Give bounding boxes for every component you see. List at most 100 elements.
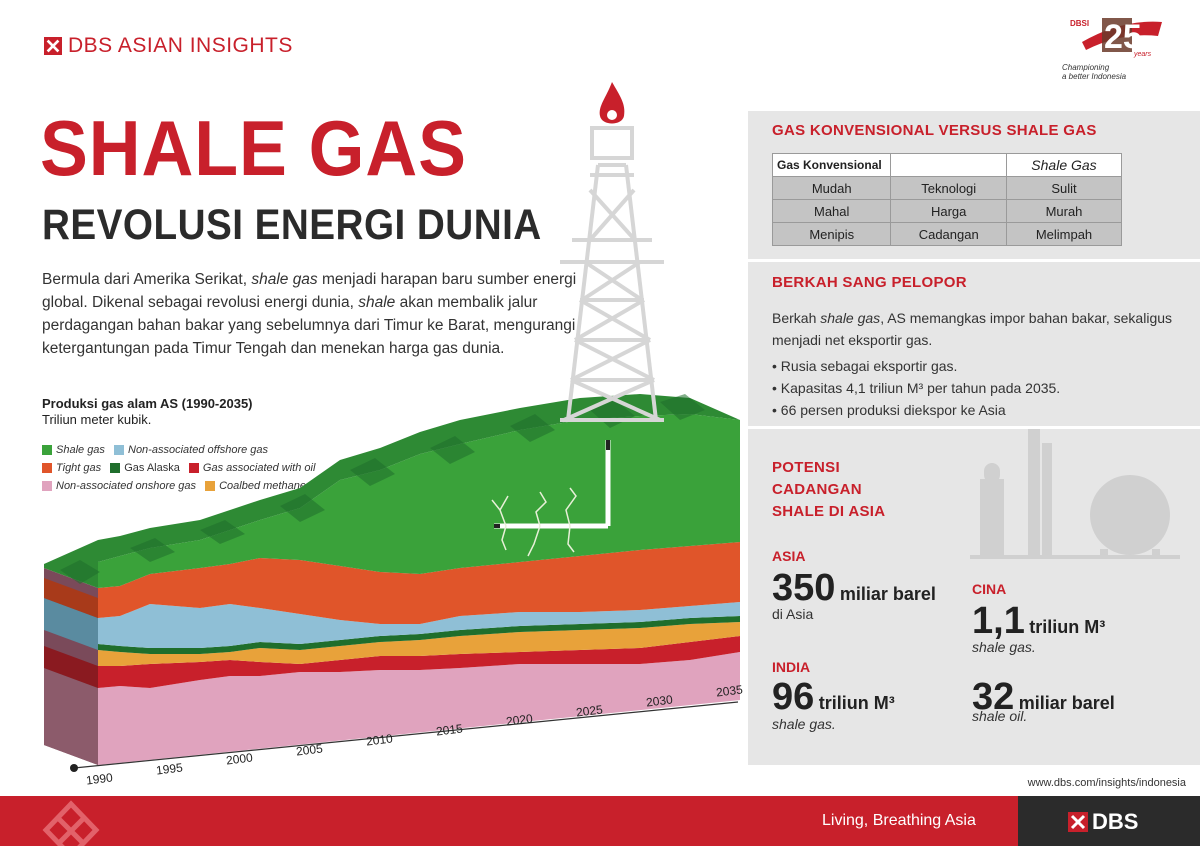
footer-emblem-icon <box>42 800 100 846</box>
layer-coalbed <box>98 622 740 666</box>
brand-header: DBS ASIAN INSIGHTS <box>44 34 293 58</box>
pioneer-paragraph: Berkah shale gas, AS memangkas impor bah… <box>772 307 1172 351</box>
legend-label: Gas associated with oil <box>202 462 316 474</box>
potential-title-line: CADANGAN <box>772 481 862 498</box>
table-cell: Murah <box>1005 199 1123 223</box>
legend-item: Coalbed methane <box>205 478 306 494</box>
pioneer-text-2: , AS memangkas impor bahan bakar, sekali… <box>772 310 1173 348</box>
legend-item: Tight gas <box>42 460 101 476</box>
potential-title-line: SHALE DI ASIA <box>772 503 886 520</box>
oil-unit: miliar barel <box>1018 693 1115 713</box>
legend-swatch <box>110 463 121 473</box>
table-row: Menipis Cadangan Melimpah <box>771 222 1123 246</box>
badge-line2: a better Indonesia <box>1062 72 1127 81</box>
fracture-lines <box>491 487 577 557</box>
footer-logo-block <box>1018 796 1200 846</box>
dbs-logo-icon <box>44 37 62 55</box>
footer-tagline: Living, Breathing Asia <box>822 812 976 829</box>
chart-side-red <box>44 646 98 688</box>
page-title: SHALE GAS <box>40 104 467 192</box>
intro-text-1: Bermula dari Amerika Serikat, <box>42 271 252 288</box>
potential-title: POTENSI CADANGAN SHALE DI ASIA <box>772 457 885 523</box>
table-header-cell: Gas Konvensional <box>771 153 892 177</box>
legend-item: Shale gas <box>42 442 105 458</box>
pioneer-italic: shale gas <box>820 310 881 326</box>
asia-note: di Asia <box>772 606 814 622</box>
footer-logo-text: DBS <box>1092 809 1139 834</box>
bullet-text: 66 persen produksi diekspor ke Asia <box>780 402 1006 418</box>
x-tick-label: 2030 <box>645 692 674 710</box>
india-unit: triliun M³ <box>818 693 895 713</box>
layer-shale <box>98 414 740 588</box>
layer-gas-with-oil <box>98 636 740 688</box>
stacked-area-chart <box>44 82 740 772</box>
comparison-table: Gas Konvensional Shale Gas Mudah Teknolo… <box>771 153 1123 246</box>
bullet-text: Rusia sebagai eksportir gas. <box>780 358 958 374</box>
pioneer-bullets: • Rusia sebagai eksportir gas. • Kapasit… <box>772 355 1172 421</box>
chart-side-onshore <box>44 668 98 765</box>
intro-text-3: akan membalik jalur perdagangan bahan ba… <box>42 294 576 357</box>
table-header-row: Gas Konvensional Shale Gas <box>771 153 1123 177</box>
list-item: • Rusia sebagai eksportir gas. <box>772 358 958 374</box>
table-cell: Cadangan <box>890 222 1007 246</box>
table-cell: Sulit <box>1005 176 1123 200</box>
page-subtitle: REVOLUSI ENERGI DUNIA <box>42 201 542 249</box>
intro-paragraph: Bermula dari Amerika Serikat, shale gas … <box>42 268 592 360</box>
bullet-text: Kapasitas 4,1 triliun M³ per tahun pada … <box>780 380 1061 396</box>
oil-stat: 32 miliar barel <box>972 677 1115 717</box>
list-item: • 66 persen produksi diekspor ke Asia <box>772 402 1006 418</box>
potential-title-line: POTENSI <box>772 459 840 476</box>
india-note: shale gas. <box>772 716 836 732</box>
table-header-cell: Shale Gas <box>1005 153 1123 177</box>
legend-swatch <box>188 463 199 473</box>
x-tick-label: 2005 <box>295 741 324 759</box>
legend-swatch <box>42 481 52 491</box>
asia-region-label: ASIA <box>772 548 806 564</box>
dbs-logo-icon <box>1068 812 1088 832</box>
layer-offshore <box>98 602 740 648</box>
drill-pipe-illustration <box>494 440 611 529</box>
cina-note: shale gas. <box>972 639 1036 655</box>
pioneer-title: BERKAH SANG PELOPOR <box>772 274 967 291</box>
asia-value: 350 <box>772 567 836 609</box>
chart-top-face <box>44 394 740 588</box>
x-tick-label: 2025 <box>575 701 604 720</box>
table-header-cell <box>890 153 1007 177</box>
gas-derrick-illustration <box>560 126 664 422</box>
refinery-illustration <box>970 429 1180 559</box>
brand-label: DBS ASIAN INSIGHTS <box>68 34 293 57</box>
cina-unit: triliun M³ <box>1029 617 1106 637</box>
website-link[interactable]: www.dbs.com/insights/indonesia <box>1027 777 1186 789</box>
legend-label: Tight gas <box>56 462 102 474</box>
cina-value: 1,1 <box>972 600 1025 642</box>
footer-logo: DBS <box>1068 809 1138 835</box>
layer-alaska <box>98 616 740 654</box>
table-row: Mudah Teknologi Sulit <box>771 176 1123 200</box>
chart-top-stripes <box>60 394 705 584</box>
india-value: 96 <box>772 676 815 718</box>
legend-swatch <box>42 463 52 473</box>
list-item: • Kapasitas 4,1 triliun M³ per tahun pad… <box>772 380 1061 396</box>
table-cell: Melimpah <box>1005 222 1123 246</box>
cina-stat: 1,1 triliun M³ <box>972 601 1105 641</box>
anniversary-logo-icon: 25 DBSI years <box>1070 18 1162 58</box>
intro-italic-2: shale <box>358 294 396 311</box>
legend-label: Shale gas <box>56 444 105 456</box>
badge-years: years <box>1133 51 1152 58</box>
legend-item: Gas associated with oil <box>188 460 316 476</box>
pioneer-text-1: Berkah <box>772 310 821 326</box>
india-stat: 96 triliun M³ <box>772 677 895 717</box>
legend-item: Non-associated offshore gas <box>114 442 268 458</box>
oil-value: 32 <box>972 676 1015 718</box>
footer-bar <box>0 796 1200 846</box>
oil-note: shale oil. <box>972 708 1028 724</box>
asia-stat: 350 miliar barel <box>772 568 936 608</box>
flame-icon <box>599 82 625 124</box>
badge-line1: Championing <box>1062 63 1110 72</box>
info-panel: GAS KONVENSIONAL VERSUS SHALE GAS Gas Ko… <box>748 111 1200 765</box>
table-row: Mahal Harga Murah <box>771 199 1123 223</box>
table-cell: Mahal <box>771 199 892 223</box>
asia-unit: miliar barel <box>839 584 936 604</box>
chart-side-tight <box>44 578 98 618</box>
legend-label: Non-associated onshore gas <box>56 480 197 492</box>
